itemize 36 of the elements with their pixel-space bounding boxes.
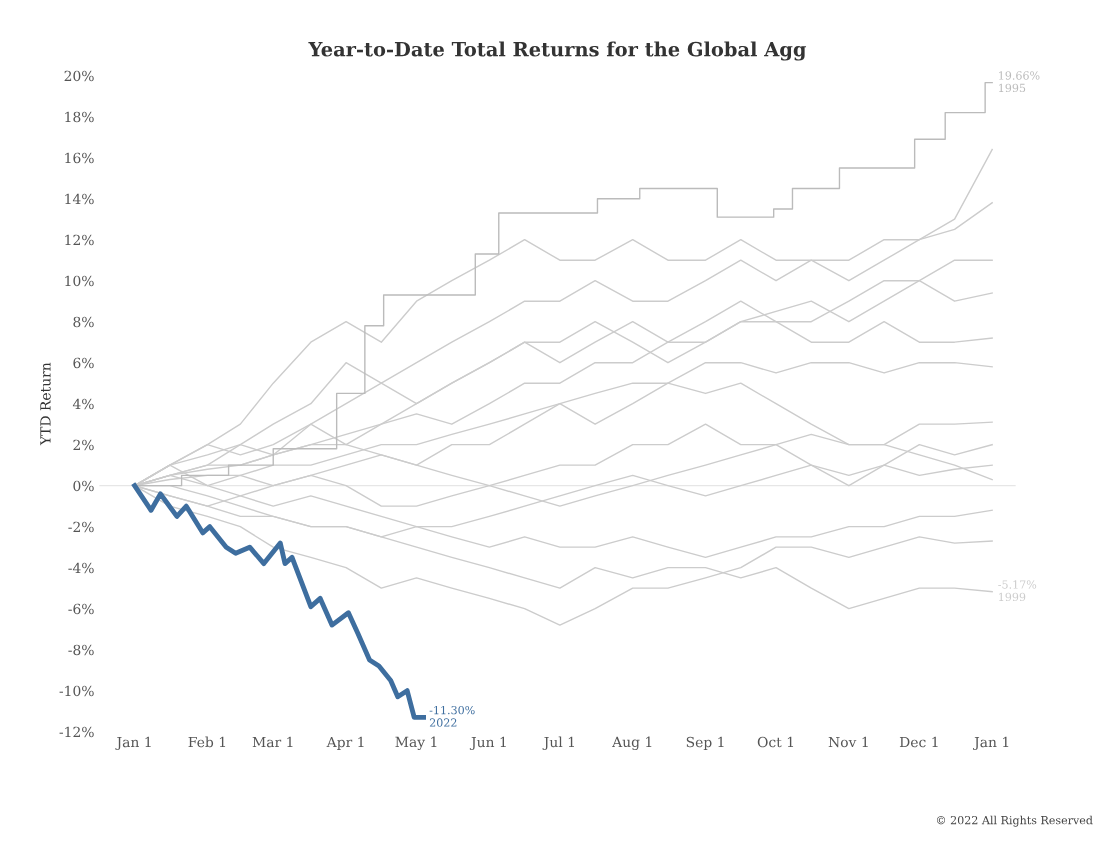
y-tick-label: 4% bbox=[72, 398, 94, 410]
x-tick-label: Jun 1 bbox=[469, 736, 506, 750]
y-tick-label: -12% bbox=[59, 726, 94, 738]
x-tick-label: Apr 1 bbox=[326, 736, 364, 750]
x-tick-label: Aug 1 bbox=[612, 736, 652, 750]
y-tick-label: 0% bbox=[73, 480, 94, 492]
y-tick-label: 2% bbox=[73, 439, 94, 451]
text: © 2022 All Rights Reserved bbox=[936, 815, 1093, 827]
x-tick-label: Feb 1 bbox=[188, 736, 226, 748]
x-tick-label: Jul 1 bbox=[542, 736, 574, 750]
x-tick-label: Oct 1 bbox=[757, 736, 794, 748]
x-tick-label: Sep 1 bbox=[686, 736, 724, 750]
y-tick-label: -10% bbox=[59, 685, 94, 697]
annotation: -11.30% 2022 bbox=[429, 705, 475, 727]
y-tick-label: 8% bbox=[73, 316, 94, 328]
y-tick-label: -6% bbox=[68, 603, 94, 615]
y-axis-title: YTD Return bbox=[40, 362, 51, 446]
y-tick-label: 12% bbox=[65, 234, 94, 246]
y-tick-label: 10% bbox=[65, 275, 94, 287]
y-tick-label: 16% bbox=[65, 152, 94, 164]
chart-title: Year-to-Date Total Returns for the Global Agg bbox=[308, 41, 807, 61]
y-tick-label: 6% bbox=[73, 357, 94, 369]
y-tick-label: 18% bbox=[65, 111, 94, 123]
y-tick-label: -4% bbox=[68, 562, 94, 574]
y-tick-label: -8% bbox=[68, 644, 94, 656]
x-tick-label: Jan 1 bbox=[115, 736, 151, 750]
y-tick-label: -2% bbox=[68, 521, 94, 533]
x-tick-label: Jan 1 bbox=[972, 736, 1009, 750]
x-tick-label: Nov 1 bbox=[828, 736, 868, 748]
x-tick-label: Dec 1 bbox=[899, 736, 938, 748]
annotation: 19.66% 1995 bbox=[999, 71, 1040, 93]
x-tick-label: Mar 1 bbox=[252, 736, 293, 748]
x-tick-label: May 1 bbox=[395, 736, 437, 750]
line-series bbox=[132, 483, 427, 720]
y-tick-label: 20% bbox=[64, 70, 94, 82]
y-tick-label: 14% bbox=[65, 193, 94, 205]
